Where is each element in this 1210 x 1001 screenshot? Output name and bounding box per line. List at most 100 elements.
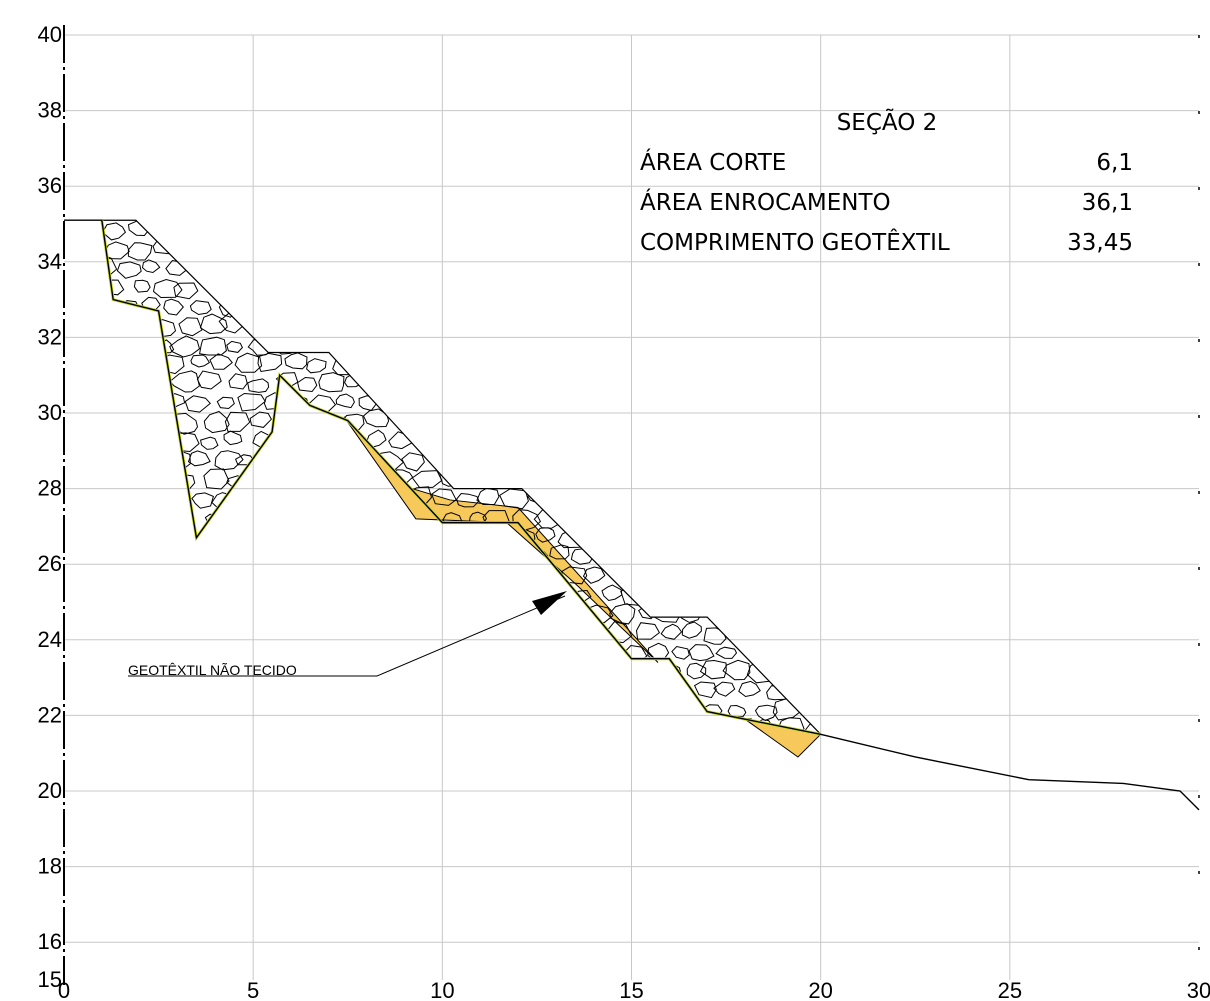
rock (199, 336, 227, 356)
section-title: SEÇÃO 2 (837, 108, 938, 136)
rock-pattern (101, 220, 821, 735)
rock (216, 396, 235, 410)
ground-line (64, 219, 1200, 811)
rock (366, 429, 387, 448)
row-label: COMPRIMENTO GEOTÊXTIL (640, 228, 950, 256)
row-value: 36,1 (1082, 190, 1133, 216)
grid (64, 34, 1199, 980)
y-tick-label: 20 (38, 778, 62, 803)
rock (234, 352, 263, 373)
rock (223, 430, 243, 446)
rock (189, 300, 212, 316)
rock (654, 601, 682, 623)
rock (512, 509, 542, 531)
rock (582, 566, 606, 584)
rock (199, 313, 228, 335)
rock (190, 354, 211, 368)
y-tick-label: 36 (38, 173, 62, 198)
rock (686, 662, 707, 680)
rock (456, 492, 480, 508)
rock (203, 410, 230, 434)
rock (152, 278, 183, 299)
callout-arrowhead (532, 591, 567, 615)
rock (676, 602, 703, 624)
y-tick-label: 32 (38, 324, 62, 349)
rock (335, 393, 355, 409)
y-tick-label: 26 (38, 551, 62, 576)
rock (804, 721, 821, 735)
rock (141, 259, 161, 274)
rock (169, 370, 200, 393)
rock (133, 279, 151, 293)
rock (688, 644, 715, 662)
rock (318, 372, 345, 393)
x-tick-label: 0 (58, 978, 70, 1001)
rock (601, 584, 623, 602)
rock (722, 659, 751, 681)
rock (200, 436, 219, 450)
rock (196, 370, 222, 390)
row-value: 33,45 (1067, 230, 1133, 256)
y-tick-label: 30 (38, 400, 62, 425)
y-tick-label: 18 (38, 854, 62, 879)
rock (224, 411, 251, 432)
rock (191, 492, 215, 509)
rock (214, 450, 244, 471)
rock (570, 547, 596, 565)
rock (228, 373, 248, 390)
rock (257, 352, 283, 373)
rock (103, 279, 125, 296)
rock (249, 411, 273, 428)
x-tick-label: 15 (619, 978, 643, 1001)
y-tick-label: 24 (38, 627, 62, 652)
row-value: 6,1 (1096, 150, 1133, 176)
rock (169, 335, 201, 358)
rock (178, 317, 203, 337)
callout-leader (128, 595, 566, 677)
axes: 0 5 10 15 20 25 30 15 16 18 20 22 24 26 28 30 32 34 36 38 40 (38, 22, 1210, 1001)
rock (163, 298, 184, 316)
cut-zones (343, 416, 821, 757)
callout-label: GEOTÊXTIL NÃO TECIDO (128, 662, 297, 678)
rock (693, 681, 717, 699)
rock (171, 432, 200, 453)
info-table: SEÇÃO 2 ÁREA CORTE 6,1 ÁREA ENROCAMENTO … (640, 108, 1133, 256)
rock (332, 354, 357, 376)
y-tick-label: 15 (38, 967, 62, 992)
rock (715, 646, 738, 659)
rock (237, 392, 266, 412)
rock (527, 489, 549, 503)
rock (306, 358, 327, 374)
rock (152, 237, 179, 255)
rock (203, 468, 230, 490)
y-tick-label: 16 (38, 929, 62, 954)
geotextile-callout: GEOTÊXTIL NÃO TECIDO (128, 591, 567, 678)
rock (276, 337, 296, 355)
rock (165, 259, 189, 276)
row-label: ÁREA CORTE (640, 148, 786, 176)
ground-profile (64, 219, 1200, 811)
x-tick-label: 5 (247, 978, 259, 1001)
rock (247, 378, 270, 393)
x-tick-label: 25 (998, 978, 1022, 1001)
rock (297, 376, 318, 393)
rock (703, 627, 727, 645)
rock (635, 622, 661, 640)
rock (169, 412, 199, 435)
rock (344, 373, 363, 388)
cut-zone-outline (343, 416, 659, 663)
rock (660, 623, 683, 640)
rock (184, 395, 212, 413)
rock (226, 340, 244, 353)
rock (101, 222, 127, 241)
x-tick-label: 30 (1187, 978, 1210, 1001)
rock (671, 645, 690, 660)
x-tick-label: 20 (808, 978, 832, 1001)
y-tick-label: 40 (38, 22, 62, 47)
rock (284, 352, 308, 370)
rock (116, 261, 142, 279)
rock (439, 470, 465, 487)
rock (754, 704, 778, 721)
rock (411, 470, 443, 488)
